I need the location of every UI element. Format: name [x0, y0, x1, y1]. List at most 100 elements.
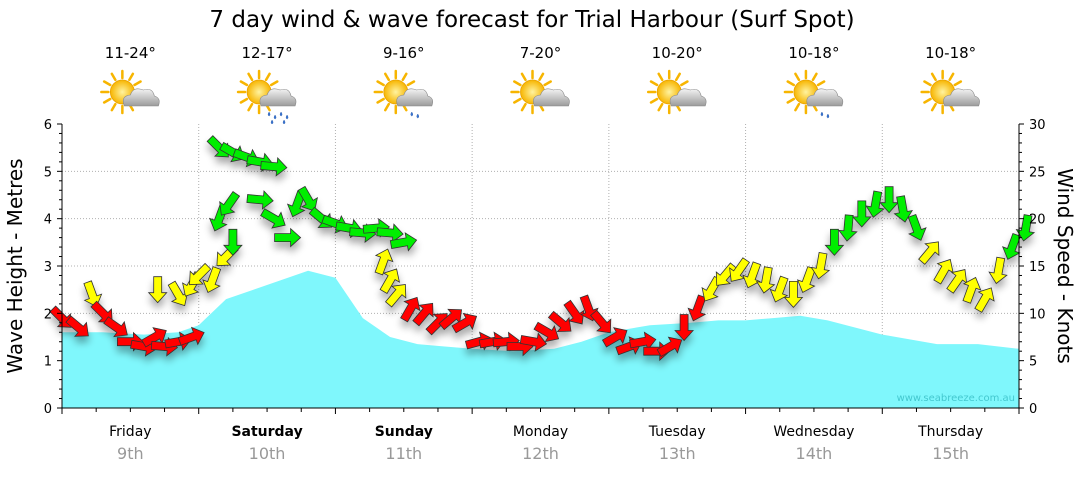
- sun-ray: [680, 80, 689, 87]
- cloud-shape: [806, 88, 844, 107]
- partly-cloudy-icon: [510, 69, 570, 115]
- wind-arrow: [223, 228, 243, 256]
- sun-ray: [794, 72, 801, 82]
- wind-arrow: [147, 276, 168, 304]
- cloud-shape: [396, 88, 433, 107]
- left-axis-tick-label: 3: [44, 260, 52, 275]
- day-name-label: Wednesday: [773, 424, 854, 440]
- day-date-label: 10th: [249, 444, 286, 463]
- cloud-shape: [122, 88, 160, 107]
- wind-arrow: [400, 296, 421, 323]
- light-showers-icon: [783, 69, 844, 119]
- rain-drop: [282, 119, 286, 125]
- rain-drop: [416, 113, 419, 119]
- wind-arrow: [519, 332, 548, 352]
- sun-ray: [520, 102, 527, 112]
- wind-arrow: [851, 200, 872, 228]
- left-axis-tick-label: 0: [44, 402, 52, 417]
- sun-ray: [384, 102, 391, 112]
- right-axis-label: Wind Speed - Knots: [1053, 168, 1077, 364]
- sun-ray: [384, 72, 391, 82]
- sun-ray: [657, 102, 664, 112]
- sun-ray: [406, 80, 416, 87]
- wind-arrow: [783, 280, 804, 308]
- axes: 0 1 2 3 4 5 6 0 5 10 15 20 25 30: [44, 118, 1046, 417]
- day-date-label: 15th: [932, 444, 969, 463]
- wind-arrow: [376, 223, 404, 243]
- wind-arrow: [379, 268, 400, 295]
- sun-ray: [128, 72, 135, 82]
- day-date-label: 9th: [117, 444, 144, 463]
- right-axis-tick-label: 20: [1029, 213, 1046, 228]
- sun-ray: [376, 97, 385, 104]
- wind-arrow: [865, 190, 885, 218]
- sun-ray: [247, 72, 254, 82]
- sun-ray: [923, 80, 932, 87]
- sun-ray: [376, 80, 385, 87]
- sun-ray: [674, 72, 681, 82]
- cloud-shape: [533, 88, 570, 107]
- wind-arrow: [260, 156, 288, 177]
- cloud-shape: [259, 88, 297, 107]
- wind-arrow: [274, 227, 302, 248]
- rain-drop: [826, 113, 830, 119]
- wind-arrow-group: [49, 135, 1036, 362]
- sun-ray: [543, 80, 552, 87]
- sun-ray: [110, 102, 117, 112]
- right-axis-tick-label: 25: [1029, 165, 1046, 180]
- day-date-label: 12th: [522, 444, 559, 463]
- right-axis-tick-label: 10: [1029, 307, 1046, 322]
- left-axis-tick-label: 5: [44, 165, 52, 180]
- sun-ray: [930, 102, 937, 112]
- showers-icon: [236, 69, 297, 125]
- rain-drop: [279, 111, 283, 117]
- wind-arrow: [451, 312, 478, 334]
- wind-arrow: [438, 308, 463, 331]
- temperature-range-label: 9-16°: [383, 44, 425, 62]
- wind-arrows: [49, 135, 1036, 362]
- wind-arrow: [769, 275, 789, 303]
- left-axis-tick-label: 6: [44, 118, 52, 133]
- wind-arrow: [810, 252, 831, 280]
- wind-arrow: [1002, 233, 1021, 260]
- wind-arrow: [656, 336, 683, 358]
- day-name-label: Tuesday: [648, 424, 706, 440]
- wind-arrow: [933, 258, 954, 285]
- wind-arrow: [83, 280, 103, 308]
- day-name-label: Thursday: [917, 424, 983, 440]
- sun-ray: [110, 72, 117, 82]
- wind-arrow: [674, 314, 694, 342]
- temperature-range-label: 10-18°: [925, 44, 976, 62]
- rain-drop: [410, 111, 413, 117]
- day-labels: Friday 9th Saturday 10th Sunday 11th Monday 12t…: [109, 424, 983, 463]
- sun-ray: [239, 80, 249, 87]
- sun-ray: [513, 80, 522, 87]
- wind-arrow: [946, 269, 968, 294]
- temperature-range-label: 10-20°: [652, 44, 703, 62]
- sun-ray: [930, 72, 937, 82]
- sun-ray: [269, 80, 279, 87]
- wind-arrow: [533, 321, 560, 343]
- sun-ray: [247, 102, 254, 112]
- wind-arrow: [219, 190, 241, 216]
- day-name-label: Sunday: [375, 424, 433, 440]
- sun-ray: [953, 80, 963, 87]
- wind-arrow: [824, 228, 845, 256]
- sun-ray: [649, 97, 659, 104]
- partly-cloudy-icon: [646, 69, 707, 115]
- wind-arrow: [755, 266, 776, 294]
- sun-ray: [102, 80, 112, 87]
- partly-cloudy-icon: [920, 69, 980, 115]
- wind-arrow: [838, 214, 858, 242]
- wind-arrow: [141, 327, 167, 348]
- right-axis-tick-label: 5: [1029, 355, 1037, 370]
- sun-ray: [520, 72, 527, 82]
- wind-arrow: [246, 190, 274, 210]
- sun-ray: [513, 97, 522, 104]
- rain-drop: [270, 119, 274, 125]
- temperature-range-label: 7-20°: [520, 44, 562, 62]
- wind-arrow: [601, 327, 628, 348]
- sun-ray: [811, 72, 818, 82]
- day-date-label: 11th: [385, 444, 422, 463]
- sun-ray: [401, 72, 408, 82]
